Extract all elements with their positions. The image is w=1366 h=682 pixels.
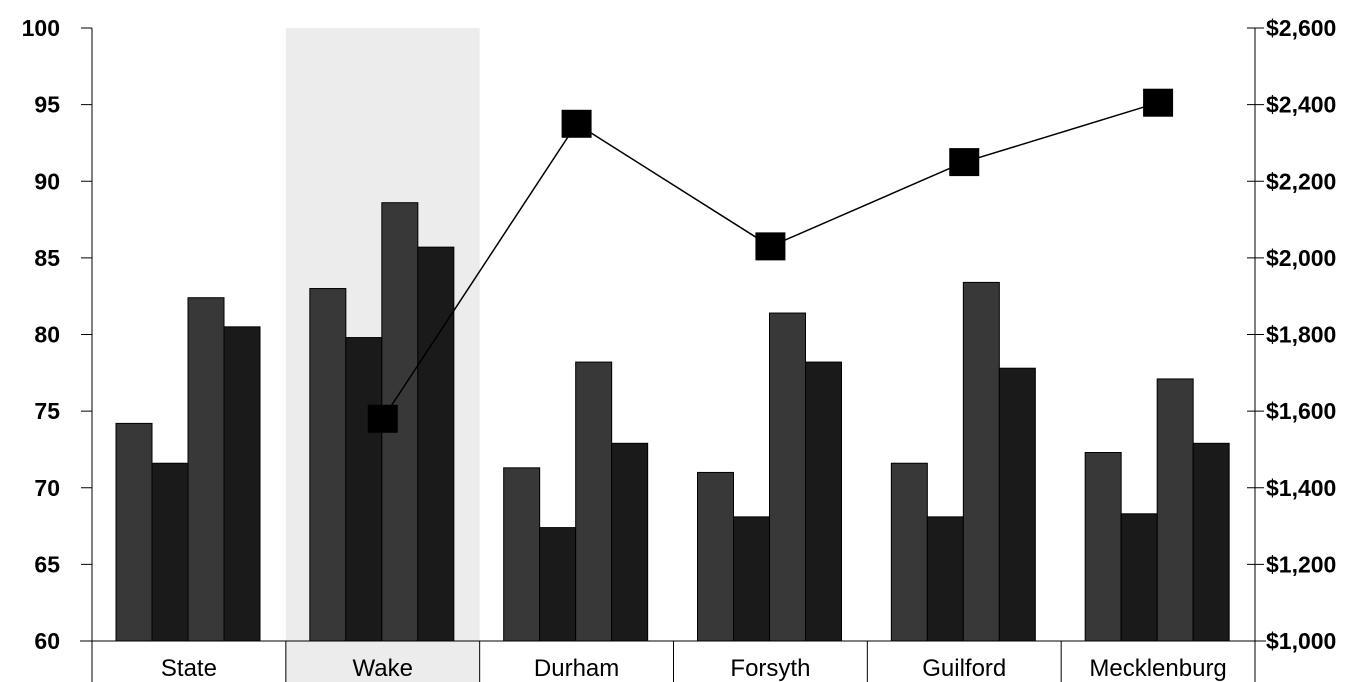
bar-forsyth-2 (733, 516, 770, 642)
bar-state-1 (115, 422, 153, 642)
bar-wake-4 (417, 246, 455, 642)
bar-state-4 (223, 326, 261, 642)
right-tick-label: $1,200 (1266, 551, 1336, 577)
bar-mecklenburg-4 (1192, 442, 1230, 642)
left-tick-label: 85 (34, 245, 60, 271)
bar-mecklenburg-3 (1156, 378, 1194, 642)
bar-forsyth-4 (805, 361, 842, 642)
category-label-forsyth: Forsyth (730, 655, 810, 682)
bar-guilford-3 (962, 281, 1000, 642)
bar-durham-4 (611, 442, 649, 642)
left-axis-ticks: 60 65 70 75 80 85 90 95 100 (22, 15, 92, 654)
bar-state-2 (151, 462, 189, 642)
category-axis: State Wake Durham Forsyth Guilford Mecklenbur… (161, 641, 1227, 682)
category-label-state: State (161, 655, 217, 682)
left-tick-label: 70 (34, 475, 60, 501)
category-label-mecklenburg: Mecklenburg (1089, 655, 1226, 682)
bar-state-3 (187, 297, 225, 642)
line-marker-guilford (949, 148, 980, 177)
line-marker-durham (561, 109, 592, 138)
bar-durham-2 (539, 527, 577, 642)
bar-mecklenburg-1 (1084, 452, 1122, 642)
right-tick-label: $1,800 (1266, 322, 1336, 348)
right-tick-label: $1,000 (1266, 628, 1336, 654)
category-label-wake: Wake (353, 655, 413, 682)
right-tick-label: $2,200 (1266, 168, 1336, 194)
bar-forsyth-3 (769, 312, 806, 642)
bar-forsyth-1 (697, 471, 734, 642)
bar-durham-3 (575, 361, 613, 642)
right-axis-ticks: $1,000 $1,200 $1,400 $1,600 $1,800 $2,000 $2,2… (1247, 15, 1336, 654)
bar-guilford-4 (998, 367, 1036, 642)
line-marker-mecklenburg (1143, 88, 1174, 117)
right-tick-label: $2,000 (1266, 245, 1336, 271)
left-tick-label: 95 (34, 92, 60, 118)
left-tick-label: 65 (34, 551, 60, 577)
bar-wake-2 (345, 337, 383, 642)
right-tick-label: $1,400 (1266, 475, 1336, 501)
category-label-durham: Durham (534, 655, 619, 682)
bar-layer (115, 202, 1230, 642)
left-tick-label: 80 (34, 322, 60, 348)
line-marker-forsyth (755, 232, 786, 261)
right-tick-label: $1,600 (1266, 398, 1336, 424)
right-tick-label: $2,400 (1266, 92, 1336, 118)
left-tick-label: 60 (34, 628, 60, 654)
bar-guilford-2 (926, 516, 964, 642)
bar-wake-1 (309, 288, 347, 642)
category-label-guilford: Guilford (922, 655, 1006, 682)
line-marker-wake (367, 404, 398, 433)
line-layer (367, 88, 1174, 433)
left-tick-label: 75 (34, 398, 60, 424)
left-tick-label: 90 (34, 168, 60, 194)
bar-guilford-1 (890, 462, 928, 642)
right-tick-label: $2,600 (1266, 15, 1336, 41)
bar-mecklenburg-2 (1120, 513, 1158, 642)
bar-durham-1 (503, 467, 541, 642)
left-tick-label: 100 (22, 15, 60, 41)
